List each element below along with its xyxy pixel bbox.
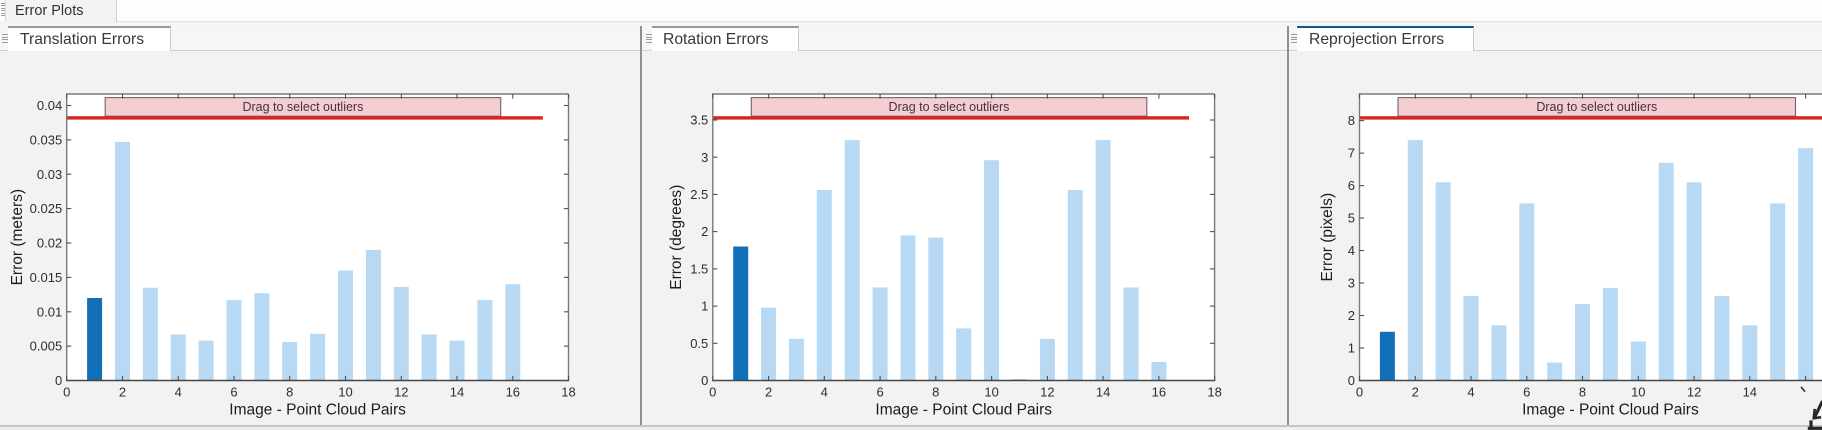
svg-text:2: 2 [701, 224, 708, 239]
svg-text:14: 14 [450, 384, 464, 399]
svg-text:6: 6 [1523, 384, 1530, 399]
svg-text:0.025: 0.025 [30, 201, 63, 216]
svg-text:3: 3 [1348, 276, 1355, 291]
svg-text:0: 0 [1356, 384, 1363, 399]
svg-text:0.005: 0.005 [30, 339, 63, 354]
svg-text:0.02: 0.02 [37, 236, 62, 251]
svg-text:0: 0 [701, 373, 708, 388]
svg-text:10: 10 [1631, 384, 1645, 399]
svg-text:Error (meters): Error (meters) [9, 189, 26, 285]
svg-text:7: 7 [1348, 146, 1355, 161]
svg-text:1: 1 [701, 299, 708, 314]
svg-text:0: 0 [1348, 373, 1355, 388]
svg-text:Error (degrees): Error (degrees) [668, 185, 685, 290]
svg-text:Drag to select outliers: Drag to select outliers [1536, 100, 1657, 114]
svg-text:0.03: 0.03 [37, 167, 62, 182]
svg-text:Drag to select outliers: Drag to select outliers [889, 100, 1010, 114]
svg-text:8: 8 [1579, 384, 1586, 399]
svg-text:6: 6 [230, 384, 237, 399]
svg-text:5: 5 [1348, 211, 1355, 226]
svg-text:18: 18 [561, 384, 575, 399]
svg-text:1.5: 1.5 [690, 262, 708, 277]
svg-text:Error (pixels): Error (pixels) [1319, 193, 1336, 282]
svg-text:14: 14 [1743, 384, 1757, 399]
svg-text:16: 16 [506, 384, 520, 399]
svg-text:18: 18 [1207, 384, 1221, 399]
svg-text:12: 12 [394, 384, 408, 399]
svg-text:10: 10 [984, 384, 998, 399]
svg-text:4: 4 [821, 384, 828, 399]
svg-text:0.01: 0.01 [37, 304, 62, 319]
svg-text:6: 6 [1348, 178, 1355, 193]
svg-text:2: 2 [765, 384, 772, 399]
svg-text:8: 8 [932, 384, 939, 399]
svg-text:Image - Point Cloud Pairs: Image - Point Cloud Pairs [875, 401, 1052, 418]
svg-text:3: 3 [701, 150, 708, 165]
svg-text:0.04: 0.04 [37, 98, 62, 113]
svg-text:2: 2 [119, 384, 126, 399]
svg-text:3.5: 3.5 [690, 113, 708, 128]
svg-text:1: 1 [1348, 341, 1355, 356]
svg-text:2.5: 2.5 [690, 187, 708, 202]
svg-text:0: 0 [63, 384, 70, 399]
svg-text:14: 14 [1096, 384, 1110, 399]
svg-text:2: 2 [1412, 384, 1419, 399]
svg-text:Drag to select outliers: Drag to select outliers [242, 100, 363, 114]
svg-text:0.035: 0.035 [30, 133, 63, 148]
svg-text:10: 10 [338, 384, 352, 399]
svg-text:2: 2 [1348, 308, 1355, 323]
svg-text:0: 0 [55, 373, 62, 388]
svg-text:12: 12 [1687, 384, 1701, 399]
svg-text:8: 8 [1348, 113, 1355, 128]
svg-text:Image - Point Cloud Pairs: Image - Point Cloud Pairs [229, 401, 406, 418]
svg-text:0.5: 0.5 [690, 336, 708, 351]
svg-text:16: 16 [1152, 384, 1166, 399]
svg-text:4: 4 [175, 384, 182, 399]
svg-text:0.015: 0.015 [30, 270, 63, 285]
svg-text:8: 8 [286, 384, 293, 399]
svg-text:6: 6 [876, 384, 883, 399]
svg-text:4: 4 [1348, 243, 1355, 258]
svg-text:Image - Point Cloud Pairs: Image - Point Cloud Pairs [1522, 401, 1699, 418]
svg-text:12: 12 [1040, 384, 1054, 399]
svg-text:4: 4 [1467, 384, 1474, 399]
svg-text:0: 0 [709, 384, 716, 399]
